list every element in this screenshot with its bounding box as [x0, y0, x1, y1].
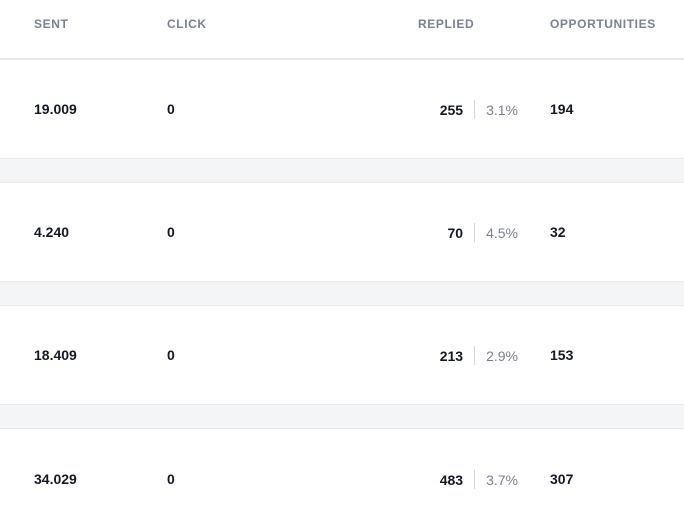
column-header-opportunities[interactable]: OPPORTUNITIES [550, 17, 656, 31]
replied-count: 213 [439, 347, 464, 364]
sent-value: 19.009 [34, 101, 77, 117]
replied-cell: 483 3.7% [440, 470, 518, 489]
replied-rate: 4.5% [486, 224, 518, 241]
replied-cell: 70 4.5% [447, 223, 518, 242]
table-header: SENT CLICK REPLIED OPPORTUNITIES [0, 0, 684, 59]
column-header-sent[interactable]: SENT [34, 17, 69, 31]
click-value: 0 [167, 101, 175, 117]
opportunities-value: 307 [550, 471, 574, 487]
table-row[interactable]: 34.029 0 483 3.7% 307 [0, 428, 684, 510]
replied-rate: 3.1% [486, 101, 518, 118]
table-row[interactable]: 4.240 0 70 4.5% 32 [0, 182, 684, 282]
table-row[interactable]: 19.009 0 255 3.1% 194 [0, 59, 684, 159]
replied-rate: 3.7% [486, 471, 518, 488]
replied-rate: 2.9% [486, 347, 518, 364]
replied-count: 255 [439, 101, 464, 118]
replied-cell: 255 3.1% [440, 100, 518, 119]
replied-divider [474, 100, 476, 119]
replied-divider [474, 223, 476, 242]
replied-cell: 213 2.9% [440, 346, 518, 365]
replied-divider [474, 470, 476, 489]
opportunities-value: 32 [550, 224, 566, 240]
sent-value: 18.409 [34, 347, 77, 363]
click-value: 0 [167, 347, 175, 363]
column-header-click[interactable]: CLICK [167, 17, 207, 31]
replied-divider [474, 346, 476, 365]
sent-value: 34.029 [34, 471, 77, 487]
replied-count: 70 [447, 224, 464, 241]
sent-value: 4.240 [34, 224, 70, 240]
replied-count: 483 [439, 471, 464, 488]
opportunities-value: 153 [550, 347, 574, 363]
click-value: 0 [167, 224, 175, 240]
opportunities-value: 194 [550, 101, 574, 117]
table-row[interactable]: 18.409 0 213 2.9% 153 [0, 305, 684, 405]
click-value: 0 [167, 471, 175, 487]
column-header-replied[interactable]: REPLIED [418, 17, 475, 31]
